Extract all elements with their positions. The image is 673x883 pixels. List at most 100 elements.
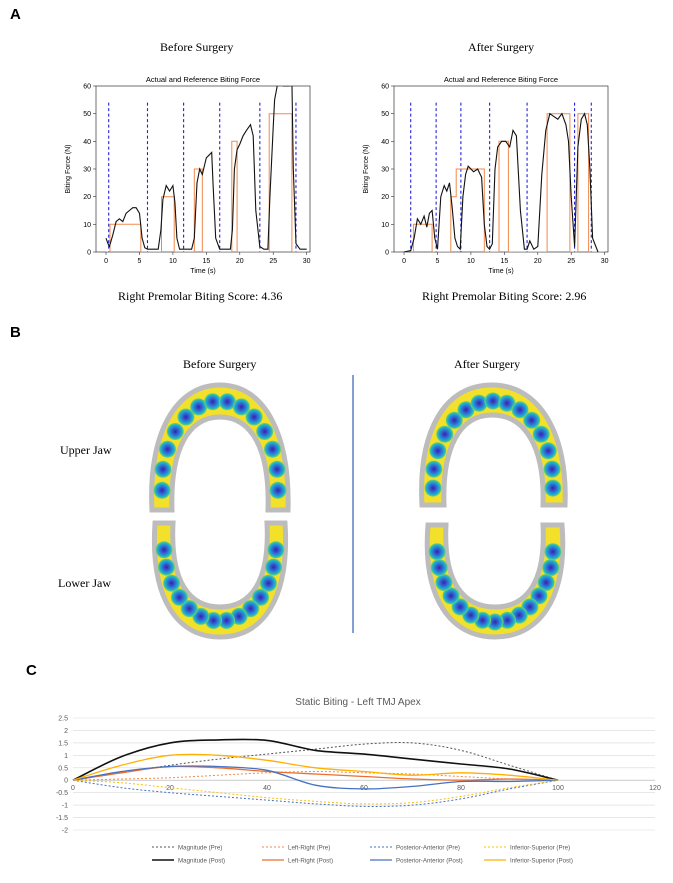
- y-tick-label: 1: [64, 753, 68, 760]
- legend-label: Left-Right (Pre): [288, 845, 330, 852]
- before-biting-score: Right Premolar Biting Score: 4.36: [118, 289, 283, 303]
- tooth-spot: [166, 423, 184, 440]
- tooth-spot: [425, 460, 443, 478]
- tooth-spot: [523, 411, 541, 429]
- tooth-spot: [269, 481, 287, 499]
- after-biting-score: Right Premolar Biting Score: 2.96: [422, 289, 587, 303]
- y-tick-label: -2: [62, 828, 68, 835]
- x-tick-label: 25: [567, 258, 575, 265]
- tooth-spot: [457, 401, 475, 419]
- x-tick-label: 40: [263, 785, 271, 792]
- plot-frame: [393, 85, 609, 253]
- y-tick-label: 20: [381, 194, 389, 201]
- tooth-spot: [252, 588, 270, 606]
- x-tick-label: 30: [303, 258, 311, 265]
- x-tick-label: 20: [534, 258, 542, 265]
- tooth-spot: [498, 611, 516, 629]
- x-tick-label: 100: [552, 785, 564, 792]
- x-tick-label: 10: [467, 258, 475, 265]
- tooth-spot: [170, 588, 188, 606]
- legend-label: Magnitude (Post): [178, 858, 225, 865]
- tmj-apex-chart: Static Biting - Left TMJ Apex -2 -1.5 -1 -0.…: [56, 697, 661, 865]
- panel-b-after-title: After Surgery: [454, 357, 521, 371]
- tooth-spot: [245, 408, 263, 426]
- y-tick-label: 0: [64, 778, 68, 785]
- tooth-spot: [180, 600, 198, 618]
- y-tick-label: 0: [385, 250, 389, 257]
- tooth-spot: [442, 587, 460, 605]
- lower-jaw-label: Lower Jaw: [58, 576, 111, 590]
- tooth-spot: [543, 460, 561, 478]
- panel-a-after-title: After Surgery: [468, 40, 535, 54]
- tooth-spot: [190, 398, 208, 416]
- tooth-spot: [268, 460, 286, 478]
- tmj-chart-title: Static Biting - Left TMJ Apex: [295, 697, 420, 708]
- tooth-spot: [435, 574, 453, 591]
- y-tick-label: 2.5: [58, 716, 68, 723]
- x-tick-label: 120: [649, 785, 661, 792]
- tooth-spot: [537, 574, 555, 591]
- upper-jaw-label: Upper Jaw: [60, 443, 112, 457]
- tooth-spot: [498, 394, 516, 412]
- y-tick-label: 40: [83, 139, 91, 146]
- y-tick-label: 20: [83, 194, 91, 201]
- y-tick-label: -1: [62, 803, 68, 810]
- series-line: [72, 770, 559, 781]
- y-tick-label: 0.5: [58, 765, 68, 772]
- legend-label: Left-Right (Post): [288, 858, 333, 865]
- tooth-spot: [511, 401, 529, 419]
- x-tick-label: 20: [166, 785, 174, 792]
- tooth-spot: [163, 574, 181, 592]
- y-tick-label: 0: [87, 250, 91, 257]
- tooth-spot: [265, 558, 283, 576]
- legend-label: Posterior-Anterior (Pre): [396, 845, 460, 852]
- panel-a-letter: A: [10, 6, 21, 23]
- plot-frame: [95, 85, 311, 253]
- x-tick-label: 80: [457, 785, 465, 792]
- x-axis-label: Time (s): [190, 268, 215, 275]
- tooth-spot: [154, 460, 172, 478]
- tooth-spot: [232, 398, 250, 416]
- tooth-spot: [470, 394, 488, 412]
- x-tick-label: 0: [71, 785, 75, 792]
- x-tick-label: 0: [402, 258, 406, 265]
- actual-force-line: [403, 112, 599, 252]
- tooth-spot: [264, 440, 281, 458]
- x-tick-label: 10: [169, 258, 177, 265]
- chart-title: Actual and Reference Biting Force: [146, 75, 260, 84]
- tooth-spot: [218, 612, 235, 629]
- tooth-spot: [218, 393, 236, 411]
- y-tick-label: -1.5: [56, 815, 68, 822]
- after-surgery-force-chart: Actual and Reference Biting Force 0 5 10 15 2…: [363, 75, 609, 275]
- y-tick-label: 10: [381, 222, 389, 229]
- x-axis-label: Time (s): [488, 268, 513, 275]
- tooth-spot: [267, 541, 285, 559]
- tooth-spot: [428, 543, 446, 561]
- x-tick-label: 0: [104, 258, 108, 265]
- tooth-spot: [430, 559, 448, 577]
- tooth-spot: [157, 558, 175, 576]
- x-tick-label: 5: [138, 258, 142, 265]
- y-tick-label: 30: [83, 167, 91, 174]
- tooth-spot: [486, 613, 504, 631]
- series-line: [72, 779, 559, 805]
- tooth-spot: [159, 440, 176, 458]
- lower-jaw-after: [424, 522, 566, 640]
- tooth-spot: [544, 543, 562, 561]
- tooth-spot: [445, 411, 463, 429]
- x-tick-label: 15: [202, 258, 210, 265]
- series-line: [72, 779, 559, 807]
- series-line: [72, 738, 559, 781]
- tooth-spot: [436, 425, 454, 443]
- y-tick-label: -0.5: [56, 790, 68, 797]
- y-axis-label: Biting Force (N): [65, 144, 72, 193]
- legend-label: Posterior-Anterior (Post): [396, 858, 463, 865]
- y-tick-label: 1.5: [58, 740, 68, 747]
- series-line: [72, 753, 559, 781]
- tooth-spot: [424, 479, 442, 497]
- y-axis-label: Biting Force (N): [363, 144, 370, 193]
- tooth-spot: [256, 423, 274, 440]
- tooth-spot: [155, 541, 173, 559]
- tooth-spot: [204, 393, 222, 411]
- legend-label: Inferior-Superior (Post): [510, 858, 573, 865]
